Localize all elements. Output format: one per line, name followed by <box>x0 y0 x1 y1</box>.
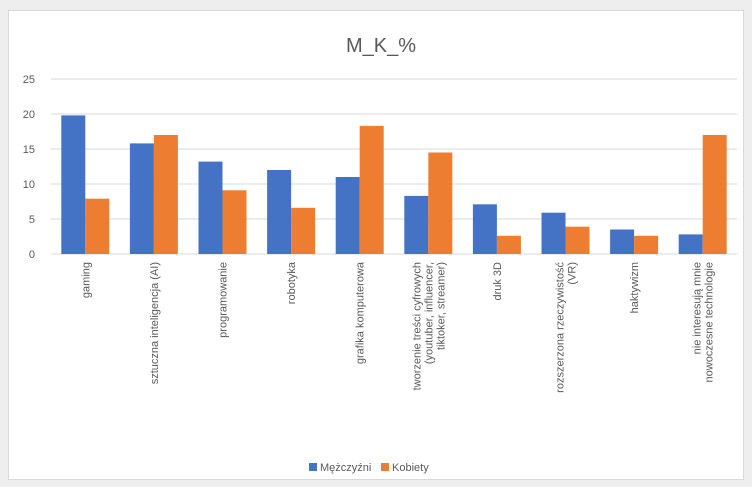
category-label: sztuczna inteligencja (AI) <box>149 262 161 384</box>
bar-men-6 <box>472 204 497 254</box>
bar-men-8 <box>610 229 635 254</box>
bar-women-1 <box>153 135 178 254</box>
legend-swatch-men <box>309 463 317 471</box>
bar-women-4 <box>359 125 384 255</box>
bar-women-5 <box>428 152 453 254</box>
y-axis-ticks: 0 5 10 15 20 25 <box>23 74 35 261</box>
category-label: robotyka <box>286 261 298 304</box>
category-label-line: nowoczesne technologie <box>704 262 716 382</box>
category-label-line: programowanie <box>218 262 230 338</box>
legend-label-women: Kobiety <box>392 462 429 474</box>
bar-men-1 <box>129 143 154 254</box>
legend-swatch-women <box>381 463 389 471</box>
category-label: druk 3D <box>492 262 504 301</box>
bars <box>61 115 727 255</box>
y-tick-label: 20 <box>23 109 35 121</box>
chart-frame: M_K_% 0 5 10 15 20 25 gaming sztuczna intelige… <box>8 10 744 480</box>
bar-men-0 <box>61 115 86 255</box>
category-label: haktywizm <box>629 262 641 313</box>
y-tick-label: 5 <box>29 214 35 226</box>
bar-women-2 <box>222 190 247 254</box>
bar-women-7 <box>565 226 590 254</box>
bar-chart: M_K_% 0 5 10 15 20 25 gaming sztuczna intelige… <box>23 35 737 474</box>
category-label-line: (VR) <box>567 262 579 285</box>
category-label-line: grafika komputerowa <box>355 261 367 364</box>
y-tick-label: 0 <box>29 249 35 261</box>
chart-title: M_K_% <box>346 35 416 57</box>
bar-women-9 <box>702 135 727 254</box>
bar-men-5 <box>404 195 429 254</box>
category-label: nie interesują mnie nowoczesne technologi… <box>692 262 716 382</box>
category-label-line: (youtuber, influencer, <box>423 262 435 364</box>
bar-women-8 <box>634 235 659 254</box>
legend-label-men: Mężczyźni <box>320 462 371 474</box>
category-label-line: rozszerzona rzeczywistość <box>555 262 567 393</box>
bar-women-6 <box>496 235 521 254</box>
category-label-line: tiktoker, streamer) <box>435 262 447 350</box>
bar-men-4 <box>335 177 360 254</box>
category-label-line: sztuczna inteligencja (AI) <box>149 262 161 384</box>
y-tick-label: 25 <box>23 74 35 86</box>
bar-men-7 <box>541 212 566 254</box>
category-label-line: tworzenie treści cyfrowych <box>411 262 423 390</box>
category-label: rozszerzona rzeczywistość (VR) <box>555 262 579 393</box>
category-label: tworzenie treści cyfrowych (youtuber, inf… <box>411 262 447 390</box>
category-label-line: robotyka <box>286 261 298 304</box>
category-label-line: druk 3D <box>492 262 504 301</box>
bar-men-3 <box>267 170 292 254</box>
legend: Mężczyźni Kobiety <box>309 462 429 474</box>
category-label: gaming <box>80 262 92 298</box>
x-axis-labels: gaming sztuczna inteligencja (AI) programo… <box>80 261 715 393</box>
y-tick-label: 15 <box>23 144 35 156</box>
bar-men-9 <box>678 234 703 254</box>
category-label-line: haktywizm <box>629 262 641 313</box>
y-tick-label: 10 <box>23 179 35 191</box>
bar-men-2 <box>198 161 223 254</box>
category-label-line: nie interesują mnie <box>692 262 704 354</box>
bar-women-3 <box>291 207 316 254</box>
category-label-line: gaming <box>80 262 92 298</box>
bar-women-0 <box>85 198 110 254</box>
category-label: grafika komputerowa <box>355 261 367 364</box>
category-label: programowanie <box>218 262 230 338</box>
